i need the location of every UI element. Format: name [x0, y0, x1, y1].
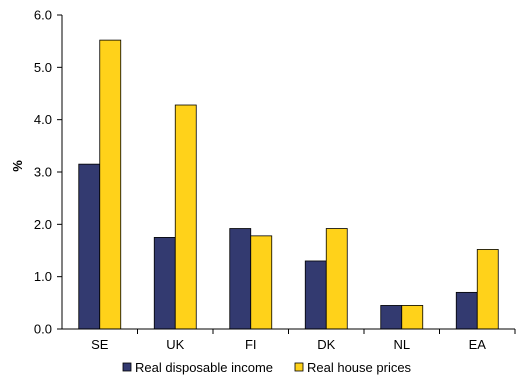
bar-real-house-prices [476, 249, 499, 330]
y-tick-label: 5.0 [34, 60, 52, 75]
bar-real-disposable-income [304, 260, 327, 330]
x-tick-label: EA [469, 337, 487, 352]
bar-real-house-prices [250, 235, 273, 330]
legend-label: Real house prices [307, 360, 412, 375]
x-tick-label: DK [317, 337, 335, 352]
bar-real-house-prices [99, 39, 122, 330]
y-ticks-group: 0.0 1.0 2.0 3.0 4.0 5.0 6.0 [34, 8, 62, 337]
x-tick-label: FI [245, 337, 257, 352]
bars-group [78, 39, 499, 330]
y-tick-label: 0.0 [34, 322, 52, 337]
legend-swatch [294, 362, 304, 372]
legend: Real disposable income Real house prices [122, 360, 412, 375]
bar-real-disposable-income [153, 237, 176, 330]
y-tick-label: 1.0 [34, 269, 52, 284]
y-axis-label: % [10, 160, 25, 172]
y-tick-label: 2.0 [34, 217, 52, 232]
bar-real-house-prices [174, 104, 197, 330]
x-tick-label: SE [91, 337, 109, 352]
bar-real-house-prices [325, 228, 348, 330]
legend-label: Real disposable income [135, 360, 273, 375]
bar-real-house-prices [401, 305, 424, 330]
x-tick-label: UK [166, 337, 184, 352]
bar-real-disposable-income [380, 305, 403, 330]
y-tick-label: 3.0 [34, 165, 52, 180]
legend-swatch [122, 362, 132, 372]
bar-real-disposable-income [78, 163, 101, 330]
x-tick-label: NL [393, 337, 410, 352]
y-tick-label: 6.0 [34, 8, 52, 23]
bar-real-disposable-income [455, 291, 478, 330]
y-tick-label: 4.0 [34, 112, 52, 127]
bar-real-disposable-income [229, 228, 252, 330]
x-labels-group: SE UK FI DK NL EA [91, 329, 516, 352]
